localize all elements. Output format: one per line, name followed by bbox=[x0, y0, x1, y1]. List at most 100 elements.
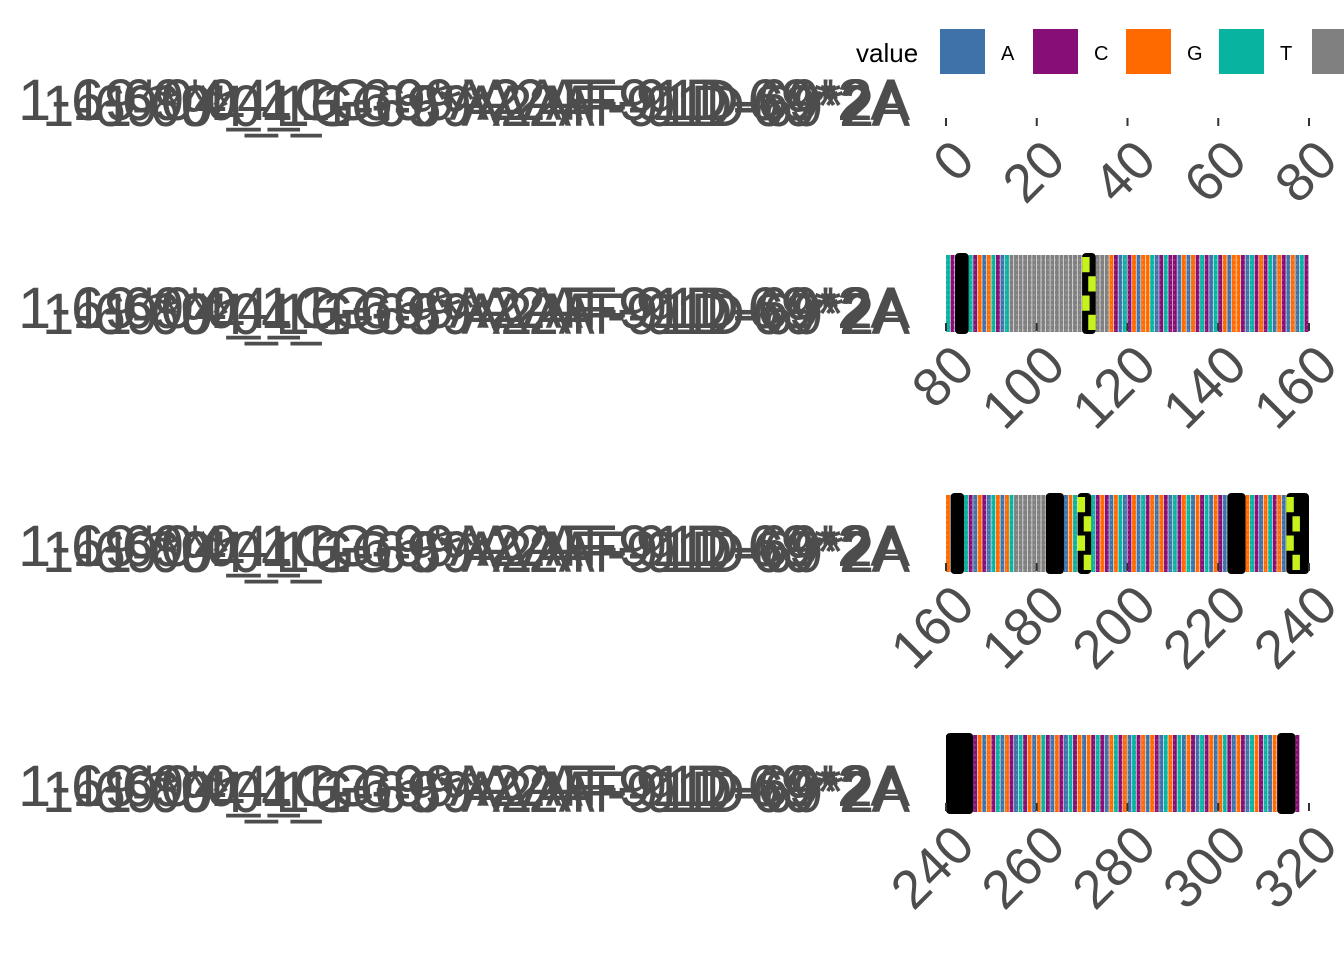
y-axis-label: 1-69*04_1G-69*A2AF-91D-69*2A bbox=[102, 282, 910, 347]
tile bbox=[1014, 495, 1018, 572]
tile bbox=[1263, 255, 1268, 332]
tile bbox=[1277, 495, 1282, 572]
tile bbox=[1095, 495, 1100, 572]
tile bbox=[1218, 735, 1223, 812]
variant-mark bbox=[1088, 314, 1096, 330]
tile bbox=[1009, 255, 1014, 332]
tile bbox=[1059, 255, 1064, 332]
variant-mark bbox=[1286, 535, 1294, 551]
tile bbox=[1104, 735, 1109, 812]
tile bbox=[1073, 495, 1077, 572]
x-tick-label: 40 bbox=[1082, 129, 1167, 214]
panel-4: 1-69*04_1G-69*A2AF-91D-69*2A1-69*04_1G-6… bbox=[18, 733, 1344, 920]
tile bbox=[1263, 735, 1268, 812]
tile bbox=[1272, 495, 1277, 572]
tile bbox=[1086, 735, 1091, 812]
tile bbox=[1268, 255, 1273, 332]
tile bbox=[1172, 255, 1177, 332]
tile bbox=[1268, 735, 1273, 812]
tile bbox=[1181, 495, 1186, 572]
tile bbox=[977, 735, 982, 812]
tile bbox=[1063, 735, 1068, 812]
tile bbox=[1290, 255, 1295, 332]
tile bbox=[1009, 735, 1014, 812]
tile bbox=[1218, 495, 1223, 572]
tile bbox=[1304, 255, 1309, 332]
tile bbox=[1104, 495, 1109, 572]
tile bbox=[995, 255, 1000, 332]
variant-mark bbox=[1088, 276, 1096, 292]
tile bbox=[1000, 735, 1005, 812]
x-tick-label: 320 bbox=[1242, 814, 1344, 920]
tile bbox=[986, 255, 991, 332]
tile bbox=[1177, 495, 1182, 572]
tile bbox=[1023, 735, 1028, 812]
tile bbox=[982, 255, 987, 332]
tile bbox=[1045, 255, 1050, 332]
tile bbox=[1004, 735, 1009, 812]
tile bbox=[1118, 495, 1123, 572]
tile bbox=[1036, 495, 1041, 572]
tile bbox=[1068, 495, 1073, 572]
tile bbox=[1195, 495, 1200, 572]
x-tick-label: 80 bbox=[1264, 129, 1344, 214]
tile bbox=[1018, 495, 1023, 572]
tile bbox=[973, 255, 978, 332]
tile bbox=[1027, 735, 1032, 812]
tile bbox=[1141, 735, 1146, 812]
tile bbox=[1091, 735, 1096, 812]
tile bbox=[1186, 495, 1191, 572]
x-tick-label: 120 bbox=[1061, 334, 1167, 440]
x-tick-label: 160 bbox=[1242, 334, 1344, 440]
tile bbox=[991, 735, 996, 812]
tile bbox=[1118, 735, 1123, 812]
tile bbox=[1154, 255, 1159, 332]
mismatch-block bbox=[1082, 253, 1096, 334]
legend-swatch bbox=[1219, 29, 1264, 74]
panel-3: 1-69*04_1G-69*A2AF-91D-69*2A1-69*04_1G-6… bbox=[18, 493, 1344, 680]
tile bbox=[1250, 255, 1254, 332]
tile bbox=[1236, 735, 1241, 812]
tile bbox=[1195, 255, 1200, 332]
legend-swatch bbox=[940, 29, 985, 74]
tile bbox=[1073, 255, 1077, 332]
tile bbox=[1259, 735, 1264, 812]
tile bbox=[1000, 255, 1005, 332]
y-axis-label: 1-69*04_1G-69*A2AF-91D-69*2A bbox=[72, 68, 910, 133]
tile bbox=[991, 255, 996, 332]
tile bbox=[968, 255, 973, 332]
tile bbox=[1132, 735, 1136, 812]
tile bbox=[1168, 255, 1173, 332]
x-tick-label: 260 bbox=[970, 814, 1076, 920]
tile bbox=[1245, 255, 1250, 332]
y-axis-label: 1-69*04_1G-69*A2AF-91D-69*2A bbox=[102, 74, 910, 139]
tile bbox=[1186, 255, 1191, 332]
tile bbox=[1163, 735, 1168, 812]
tile bbox=[950, 255, 955, 332]
variant-mark bbox=[1077, 535, 1086, 551]
tile bbox=[1204, 735, 1209, 812]
tile bbox=[1054, 735, 1059, 812]
variant-mark bbox=[1286, 497, 1294, 513]
tile bbox=[1059, 735, 1064, 812]
tile bbox=[1222, 735, 1227, 812]
mismatch-block bbox=[950, 493, 965, 574]
tile bbox=[1100, 735, 1105, 812]
tile bbox=[1054, 255, 1059, 332]
tile bbox=[1250, 495, 1254, 572]
tile bbox=[1231, 735, 1236, 812]
tile bbox=[1104, 255, 1109, 332]
tile bbox=[1136, 735, 1141, 812]
tile bbox=[1145, 495, 1150, 572]
tile bbox=[1032, 735, 1037, 812]
tile bbox=[1009, 495, 1014, 572]
legend-swatch bbox=[1033, 29, 1078, 74]
panels: 1-69*04_1G-69*A2AF-91D-69*2A1-69*04_1G-6… bbox=[18, 68, 1344, 920]
tile bbox=[1209, 255, 1214, 332]
tile bbox=[1168, 735, 1173, 812]
tile bbox=[1259, 255, 1264, 332]
variant-mark bbox=[1292, 516, 1300, 532]
tile bbox=[1032, 495, 1037, 572]
tile bbox=[1222, 495, 1227, 572]
x-tick-label: 220 bbox=[1152, 574, 1258, 680]
